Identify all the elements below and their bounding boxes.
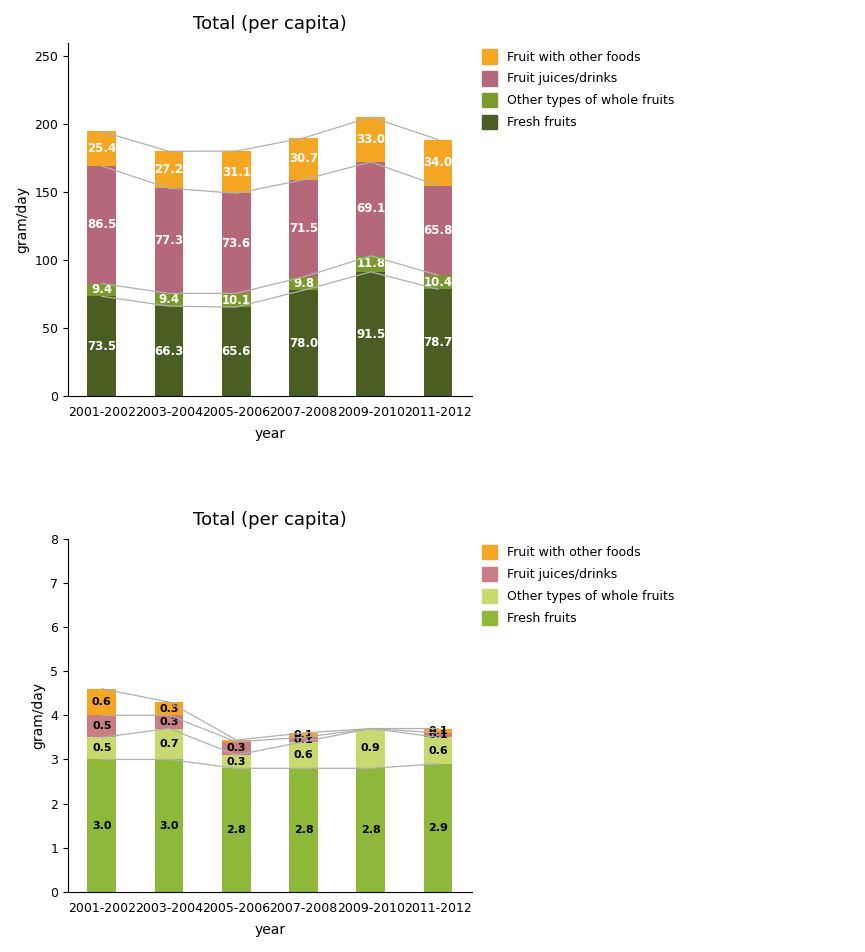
Bar bbox=[424, 733, 452, 738]
Bar bbox=[289, 738, 318, 742]
Text: 10.4: 10.4 bbox=[424, 276, 452, 288]
Text: 0.5: 0.5 bbox=[92, 744, 112, 753]
Bar bbox=[289, 180, 318, 277]
Bar bbox=[424, 738, 452, 764]
Text: 0.1: 0.1 bbox=[294, 730, 313, 740]
Bar bbox=[424, 140, 452, 186]
Text: 86.5: 86.5 bbox=[87, 218, 117, 231]
Text: 9.4: 9.4 bbox=[91, 284, 112, 296]
Legend: Fruit with other foods, Fruit juices/drinks, Other types of whole fruits, Fresh : Fruit with other foods, Fruit juices/dri… bbox=[482, 50, 675, 129]
Text: 11.8: 11.8 bbox=[356, 257, 385, 270]
Text: 0.6: 0.6 bbox=[428, 745, 448, 756]
Text: 0.5: 0.5 bbox=[92, 722, 112, 731]
Bar bbox=[424, 186, 452, 275]
Bar bbox=[87, 738, 116, 760]
Text: 66.3: 66.3 bbox=[155, 345, 183, 358]
Text: 31.1: 31.1 bbox=[221, 166, 251, 179]
Text: 0.3: 0.3 bbox=[159, 704, 179, 714]
Text: 69.1: 69.1 bbox=[356, 203, 386, 215]
Text: 91.5: 91.5 bbox=[356, 327, 386, 341]
Bar bbox=[155, 715, 183, 728]
Bar bbox=[356, 728, 385, 768]
X-axis label: year: year bbox=[254, 427, 285, 442]
Text: 78.7: 78.7 bbox=[424, 336, 452, 349]
Bar bbox=[356, 768, 385, 892]
Text: 0.1: 0.1 bbox=[294, 735, 313, 744]
Text: 0.3: 0.3 bbox=[227, 744, 246, 753]
Bar bbox=[289, 290, 318, 396]
Text: 65.6: 65.6 bbox=[221, 346, 251, 358]
Bar bbox=[155, 293, 183, 307]
Bar bbox=[356, 162, 385, 256]
Text: 25.4: 25.4 bbox=[87, 142, 117, 155]
Text: 0.3: 0.3 bbox=[159, 717, 179, 727]
Text: 9.8: 9.8 bbox=[293, 277, 314, 290]
Title: Total (per capita): Total (per capita) bbox=[193, 15, 347, 33]
Bar bbox=[424, 764, 452, 892]
Bar bbox=[356, 256, 385, 272]
Bar bbox=[222, 768, 251, 892]
Bar bbox=[222, 755, 251, 768]
Bar bbox=[87, 760, 116, 892]
Text: 3.0: 3.0 bbox=[92, 821, 112, 831]
Bar bbox=[87, 689, 116, 715]
Bar bbox=[155, 760, 183, 892]
Bar bbox=[155, 307, 183, 396]
Text: 2.8: 2.8 bbox=[361, 825, 381, 835]
Bar bbox=[87, 284, 116, 296]
Text: 0.6: 0.6 bbox=[92, 697, 112, 707]
Text: 0.6: 0.6 bbox=[293, 750, 313, 760]
Text: 2.9: 2.9 bbox=[428, 823, 448, 833]
Bar bbox=[155, 151, 183, 188]
Legend: Fruit with other foods, Fruit juices/drinks, Other types of whole fruits, Fresh : Fruit with other foods, Fruit juices/dri… bbox=[482, 545, 675, 625]
Text: 0.1: 0.1 bbox=[428, 730, 448, 740]
Text: 2.8: 2.8 bbox=[293, 825, 313, 835]
Bar bbox=[222, 742, 251, 755]
Text: 33.0: 33.0 bbox=[356, 133, 385, 146]
Bar bbox=[289, 768, 318, 892]
Bar bbox=[155, 188, 183, 293]
Text: 34.0: 34.0 bbox=[424, 156, 452, 169]
Text: 73.6: 73.6 bbox=[221, 237, 251, 249]
Bar bbox=[222, 293, 251, 307]
Bar bbox=[222, 307, 251, 396]
Bar bbox=[356, 272, 385, 396]
Bar bbox=[155, 702, 183, 715]
Bar bbox=[424, 728, 452, 733]
Bar bbox=[222, 151, 251, 193]
Text: 2.8: 2.8 bbox=[227, 825, 247, 835]
Text: 9.4: 9.4 bbox=[158, 293, 180, 307]
Bar bbox=[87, 131, 116, 166]
Text: 0.7: 0.7 bbox=[159, 739, 179, 749]
Bar bbox=[222, 193, 251, 293]
Bar bbox=[356, 117, 385, 162]
Bar bbox=[87, 715, 116, 738]
Text: 78.0: 78.0 bbox=[289, 337, 318, 349]
Bar bbox=[222, 740, 251, 742]
Text: 30.7: 30.7 bbox=[289, 152, 318, 166]
Text: 65.8: 65.8 bbox=[423, 224, 452, 237]
Text: 71.5: 71.5 bbox=[289, 222, 318, 235]
Bar bbox=[424, 275, 452, 289]
Bar bbox=[87, 166, 116, 284]
Bar bbox=[289, 138, 318, 180]
X-axis label: year: year bbox=[254, 923, 285, 937]
Text: 77.3: 77.3 bbox=[155, 234, 183, 248]
Text: 10.1: 10.1 bbox=[221, 294, 251, 307]
Text: 0.9: 0.9 bbox=[361, 744, 381, 753]
Text: 0.3: 0.3 bbox=[227, 757, 246, 766]
Text: 3.0: 3.0 bbox=[159, 821, 179, 831]
Bar bbox=[87, 296, 116, 396]
Bar bbox=[289, 733, 318, 738]
Text: 27.2: 27.2 bbox=[155, 164, 183, 176]
Title: Total (per capita): Total (per capita) bbox=[193, 510, 347, 528]
Text: 0.1: 0.1 bbox=[428, 725, 448, 736]
Bar bbox=[289, 742, 318, 768]
Bar bbox=[289, 277, 318, 290]
Y-axis label: gram/day: gram/day bbox=[15, 186, 29, 253]
Bar bbox=[424, 289, 452, 396]
Text: 73.5: 73.5 bbox=[87, 340, 116, 353]
Y-axis label: gram/day: gram/day bbox=[31, 682, 45, 749]
Bar bbox=[155, 728, 183, 760]
